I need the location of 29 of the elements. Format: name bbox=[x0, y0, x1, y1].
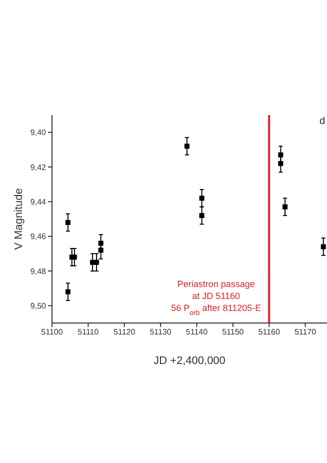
y-tick-label: 9,48 bbox=[30, 266, 47, 276]
annotation: d bbox=[319, 116, 325, 127]
x-tick-label: 51110 bbox=[78, 328, 100, 337]
x-tick-label: 51130 bbox=[150, 328, 172, 337]
y-tick-label: 9,40 bbox=[30, 128, 47, 138]
x-tick-label: 51100 bbox=[41, 328, 64, 337]
ref-line-label: Periastron passage at JD 51160 56 P$_{orb}$ after 811205-E bbox=[171, 279, 262, 316]
y-tick-label: 9,42 bbox=[30, 162, 47, 172]
point bbox=[184, 144, 190, 149]
y-axis-title: V Magnitude bbox=[12, 188, 25, 250]
point bbox=[94, 260, 100, 265]
point bbox=[98, 240, 104, 246]
y-tick-label: 9,44 bbox=[30, 198, 47, 207]
x-tick-label: 51150 bbox=[222, 328, 244, 337]
point bbox=[65, 289, 70, 294]
point bbox=[72, 254, 77, 260]
point bbox=[65, 220, 70, 225]
x-tick-label: 51120 bbox=[114, 328, 136, 337]
point bbox=[199, 213, 204, 218]
y-tick-label: 9,50 bbox=[30, 302, 47, 311]
x-tick-label: 51140 bbox=[186, 328, 208, 337]
y-tick-label: 9,46 bbox=[30, 232, 47, 242]
x-axis-title: JD +2,400,000 bbox=[154, 355, 226, 367]
point bbox=[320, 244, 326, 250]
x-tick-label: 51160 bbox=[258, 328, 280, 337]
point bbox=[282, 204, 288, 210]
point bbox=[98, 248, 104, 253]
x-tick-label: 51170 bbox=[294, 328, 317, 337]
point bbox=[199, 196, 204, 201]
